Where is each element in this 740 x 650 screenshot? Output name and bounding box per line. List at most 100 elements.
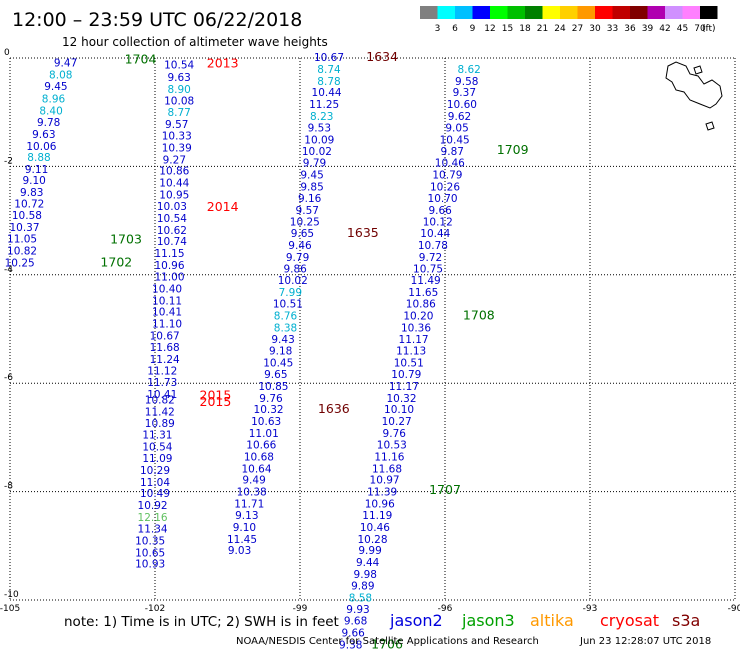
pass-time-label: 1636 xyxy=(318,401,350,416)
wave-height-label: 10.45 xyxy=(440,134,470,146)
wave-height-label: 8.77 xyxy=(167,107,190,119)
wave-height-label: 11.17 xyxy=(389,381,419,393)
wave-height-label: 8.90 xyxy=(167,84,190,96)
wave-height-label: 9.65 xyxy=(291,228,314,240)
footer-note: note: 1) Time is in UTC; 2) SWH is in fe… xyxy=(64,614,339,630)
wave-height-label: 10.53 xyxy=(377,439,407,451)
wave-height-label: 8.74 xyxy=(317,64,341,76)
wave-height-label: 9.63 xyxy=(167,72,190,84)
wave-height-label: 10.44 xyxy=(420,228,450,240)
colorbar-tick-label: 30 xyxy=(589,24,601,34)
colorbar-swatch xyxy=(665,6,683,19)
colorbar-unit-label: (ft) xyxy=(702,24,716,34)
lat-tick-label: 0 xyxy=(4,48,10,58)
colorbar-swatch xyxy=(542,6,560,19)
wave-height-label: 11.05 xyxy=(7,233,37,245)
wave-height-label: 10.32 xyxy=(254,404,284,416)
map-grid: -105 -102 -99 -96 -93 -90 0 -2 -4 -6 -8 -10 xyxy=(0,48,740,614)
wave-height-label: 11.68 xyxy=(372,463,402,475)
lon-tick-label: -96 xyxy=(438,604,453,614)
wave-height-label: 8.38 xyxy=(274,322,297,334)
wave-height-label: 9.79 xyxy=(303,158,326,170)
wave-height-label: 11.09 xyxy=(142,453,172,465)
wave-height-label: 11.45 xyxy=(227,534,257,546)
wave-height-label: 9.83 xyxy=(20,187,43,199)
altimeter-track-b: 10.549.638.9010.088.779.5710.3310.399.27… xyxy=(135,55,238,570)
wave-height-label: 9.76 xyxy=(259,393,283,405)
colorbar-tick-label: 45 xyxy=(677,24,688,34)
colorbar-swatch xyxy=(700,6,718,19)
colorbar-tick-label: 39 xyxy=(642,24,654,34)
wave-height-label: 10.54 xyxy=(142,442,172,454)
pass-time-label: 1634 xyxy=(366,49,398,64)
colorbar-swatch xyxy=(490,6,508,19)
wave-height-label: 10.58 xyxy=(12,210,42,222)
wave-height-label: 9.53 xyxy=(308,122,331,134)
colorbar-swatch xyxy=(647,6,665,19)
wave-height-label: 9.03 xyxy=(228,545,251,557)
wave-height-label: 10.39 xyxy=(162,142,192,154)
pass-time-label: 1704 xyxy=(125,52,157,67)
lon-tick-label: -105 xyxy=(0,604,20,614)
lat-tick-label: -4 xyxy=(4,265,13,275)
wave-height-label: 11.01 xyxy=(249,428,279,440)
wave-height-label: 11.12 xyxy=(147,366,177,378)
wave-height-label: 11.31 xyxy=(142,430,172,442)
lat-tick-label: -2 xyxy=(4,156,13,166)
wave-height-label: 11.71 xyxy=(234,499,264,511)
wave-height-label: 10.78 xyxy=(418,240,448,252)
wave-height-label: 9.27 xyxy=(163,154,186,166)
wave-height-label: 10.68 xyxy=(244,451,274,463)
colorbar-tick-label: 12 xyxy=(484,24,495,34)
wave-height-label: 9.85 xyxy=(300,181,323,193)
wave-height-label: 9.68 xyxy=(344,616,367,628)
wave-height-label: 7.99 xyxy=(279,287,302,299)
wave-height-label: 8.88 xyxy=(27,152,50,164)
wave-height-label: 10.37 xyxy=(9,222,39,234)
wave-height-label: 10.26 xyxy=(430,181,460,193)
wave-height-label: 10.41 xyxy=(152,307,182,319)
wave-height-label: 10.29 xyxy=(140,465,170,477)
wave-height-label: 10.40 xyxy=(152,283,182,295)
wave-height-label: 9.37 xyxy=(453,87,476,99)
wave-height-label: 10.62 xyxy=(157,225,187,237)
wave-height-label: 11.39 xyxy=(367,487,397,499)
wave-height-label: 9.57 xyxy=(296,205,319,217)
wave-height-label: 9.13 xyxy=(235,510,258,522)
wave-height-label: 11.19 xyxy=(362,510,392,522)
wave-height-label: 9.45 xyxy=(300,170,323,182)
wave-height-label: 8.08 xyxy=(49,69,72,81)
wave-height-label: 11.10 xyxy=(152,319,182,331)
pass-time-label: 1635 xyxy=(347,225,379,240)
wave-height-label: 10.33 xyxy=(162,131,192,143)
wave-height-label: 9.98 xyxy=(354,569,377,581)
pass-time-label: 1709 xyxy=(497,142,529,157)
wave-height-label: 11.42 xyxy=(145,406,175,418)
wave-height-label: 11.25 xyxy=(309,99,339,111)
wave-height-label: 9.63 xyxy=(32,129,55,141)
wave-height-label: 10.86 xyxy=(406,299,436,311)
wave-height-label: 9.11 xyxy=(25,164,48,176)
lat-tick-label: -6 xyxy=(4,373,13,383)
wave-height-label: 10.51 xyxy=(273,299,303,311)
colorbar-tick-label: 18 xyxy=(519,24,531,34)
colorbar-swatch xyxy=(630,6,648,19)
wave-height-label: 9.57 xyxy=(165,119,188,131)
wave-height-label: 9.62 xyxy=(448,111,471,123)
altimeter-track-a: 9.478.089.458.968.409.789.6310.068.889.1… xyxy=(5,52,157,270)
colorbar-tick-label: 6 xyxy=(452,24,458,34)
wave-height-label: 11.17 xyxy=(399,334,429,346)
wave-height-label: 10.82 xyxy=(7,245,37,257)
wave-height-label: 10.51 xyxy=(394,358,424,370)
colorbar-tick-label: 42 xyxy=(659,24,670,34)
colorbar-tick-label: 27 xyxy=(572,24,583,34)
wave-height-label: 9.99 xyxy=(358,545,381,557)
wave-height-label: 8.62 xyxy=(457,64,480,76)
wave-height-label: 9.43 xyxy=(271,334,294,346)
colorbar-tick-label: 24 xyxy=(554,24,566,34)
wave-height-label: 10.86 xyxy=(159,166,189,178)
wave-height-label: 10.35 xyxy=(135,535,165,547)
wave-height-label: 9.38 xyxy=(339,639,362,650)
altimeter-track-d: 8.629.589.3710.609.629.0510.459.8710.461… xyxy=(339,64,529,650)
